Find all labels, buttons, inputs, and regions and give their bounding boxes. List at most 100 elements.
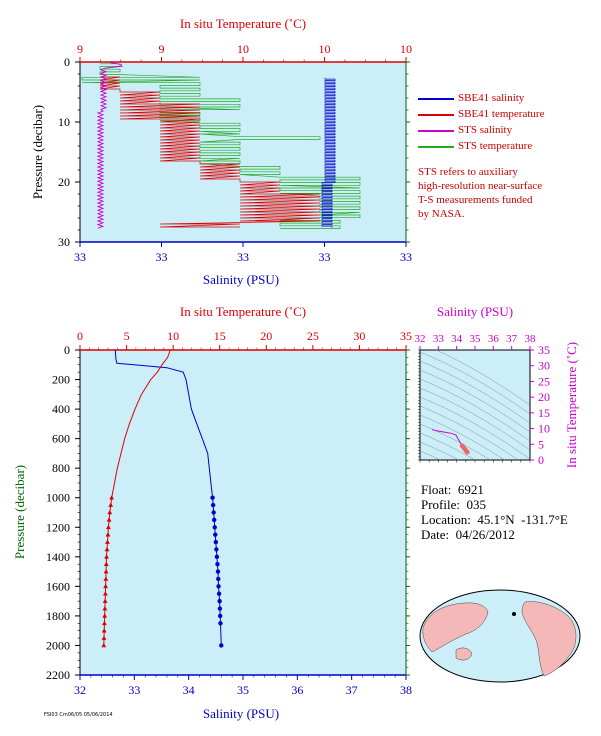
ts-sal-tick-label: 35 <box>470 333 482 345</box>
salinity-marker <box>213 532 218 537</box>
ts-sal-tick-label: 36 <box>488 333 500 345</box>
legend-label: STS temperature <box>458 140 533 152</box>
ts-temp-tick-label: 30 <box>538 359 550 373</box>
main-pressure-tick-label: 1800 <box>46 609 70 623</box>
main-sal-tick-label: 37 <box>346 683 358 697</box>
ts-deep-marker <box>464 449 470 455</box>
ts-temp-axis-label: In situ Temperature (˚C) <box>564 342 579 468</box>
main-sal-tick-label: 33 <box>128 683 140 697</box>
float-location: Location: 45.1°N -131.7°E <box>421 512 568 527</box>
main-sal-tick-label: 38 <box>400 683 412 697</box>
main-sal-tick-label: 35 <box>237 683 249 697</box>
temperature-marker <box>104 546 110 552</box>
legend-swatch <box>418 146 454 148</box>
main-pressure-tick-label: 200 <box>52 373 70 387</box>
note-line: STS refers to auxiliary <box>418 166 518 178</box>
top-sbe41-temperature-line <box>99 76 321 228</box>
temperature-marker <box>108 502 114 507</box>
temperature-marker <box>102 598 108 603</box>
top-temp-tick-label: 10 <box>237 42 249 56</box>
top-pressure-tick-label: 20 <box>58 175 70 189</box>
salinity-marker <box>211 510 216 515</box>
salinity-marker <box>217 598 222 604</box>
ts-density-contour <box>420 450 442 460</box>
main-temp-tick-label: 15 <box>214 329 226 343</box>
ts-temp-tick-label: 35 <box>538 343 550 357</box>
top-sal-tick-label: 33 <box>237 250 249 264</box>
footer-code: FSI03 Cm06/05 05/06/2014 <box>44 712 113 718</box>
temperature-marker <box>102 613 108 618</box>
main-panel-ticks: 0 5 10 15 20 25 30 35 32 33 34 35 36 37 38 0 200 400 600 80… <box>46 329 412 697</box>
ts-density-contours <box>420 350 530 460</box>
main-temp-tick-label: 5 <box>124 329 130 343</box>
sts-salinity-path <box>96 62 123 229</box>
salinity-marker <box>216 584 221 589</box>
ts-temp-tick-label: 0 <box>538 453 544 467</box>
salinity-marker <box>219 643 224 648</box>
main-plot-area <box>79 349 407 676</box>
ts-density-contour <box>420 441 460 460</box>
salinity-marker <box>215 569 221 574</box>
temperature-marker <box>106 524 111 530</box>
main-pressure-axis-label: Pressure (decibar) <box>12 465 27 559</box>
salinity-marker <box>213 539 219 545</box>
legend-swatch <box>418 114 454 116</box>
ts-density-contour <box>420 423 491 460</box>
ts-density-contour <box>420 387 530 451</box>
world-map <box>419 589 581 683</box>
salinity-marker <box>217 606 223 611</box>
main-pressure-tick-label: 2000 <box>46 638 70 652</box>
ts-salinity-axis-label: Salinity (PSU) <box>437 304 513 319</box>
ts-density-contour <box>420 414 506 460</box>
main-pressure-tick-label: 1400 <box>46 550 70 564</box>
main-temp-tick-label: 10 <box>167 329 179 343</box>
ts-density-contour <box>420 432 476 460</box>
sts-note: STS refers to auxiliary high-resolution … <box>418 165 578 221</box>
profile-date: Date: 04/26/2012 <box>421 527 515 542</box>
ts-density-contour <box>420 396 530 460</box>
ts-temp-tick-label: 10 <box>538 422 550 436</box>
main-temp-tick-label: 35 <box>400 329 412 343</box>
main-salinity-axis-label: Salinity (PSU) <box>203 706 279 721</box>
ts-profile-line <box>431 429 470 455</box>
main-temp-tick-label: 20 <box>260 329 272 343</box>
main-pressure-tick-label: 1000 <box>46 491 70 505</box>
top-temp-tick-label: 10 <box>319 42 331 56</box>
temperature-marker <box>102 591 108 596</box>
legend-swatch <box>418 130 454 132</box>
main-pressure-tick-label: 800 <box>52 461 70 475</box>
profile-number: Profile: 035 <box>421 497 486 512</box>
top-temp-axis-label: In situ Temperature (˚C) <box>180 16 306 31</box>
temperature-marker <box>107 509 113 515</box>
main-sal-tick-label: 32 <box>74 683 86 697</box>
top-sbe41-salinity-line <box>321 77 336 228</box>
map-land-east <box>521 601 577 677</box>
top-sal-tick-label: 33 <box>319 250 331 264</box>
temperature-marker <box>103 561 109 567</box>
temperature-marker <box>102 620 107 626</box>
top-salinity-axis-label: Salinity (PSU) <box>203 272 279 287</box>
ts-density-contour <box>435 350 530 406</box>
ts-temp-tick-label: 5 <box>538 437 544 451</box>
top-temp-tick-label: 9 <box>159 42 165 56</box>
ts-temp-tick-label: 25 <box>538 374 550 388</box>
main-temp-axis-label: In situ Temperature (˚C) <box>180 304 306 319</box>
ts-density-contour <box>420 360 530 424</box>
temperature-marker <box>105 532 111 537</box>
temperature-marker <box>103 576 109 581</box>
top-temp-tick-label: 10 <box>400 42 412 56</box>
temperature-marker <box>101 628 107 633</box>
ts-density-contour <box>420 351 530 415</box>
temperature-marker <box>103 568 109 574</box>
note-line: high-resolution near-surface <box>418 180 543 192</box>
temperature-marker <box>105 539 110 544</box>
salinity-marker <box>216 591 222 596</box>
main-series-group <box>101 349 224 648</box>
salinity-marker <box>212 517 217 523</box>
top-temp-tick-label: 9 <box>77 42 83 56</box>
temperature-marker <box>106 517 112 522</box>
top-pressure-axis-label: Pressure (decibar) <box>30 105 45 199</box>
note-line: T-S measurements funded <box>418 194 533 206</box>
sbe41-temperature-path <box>99 76 321 228</box>
